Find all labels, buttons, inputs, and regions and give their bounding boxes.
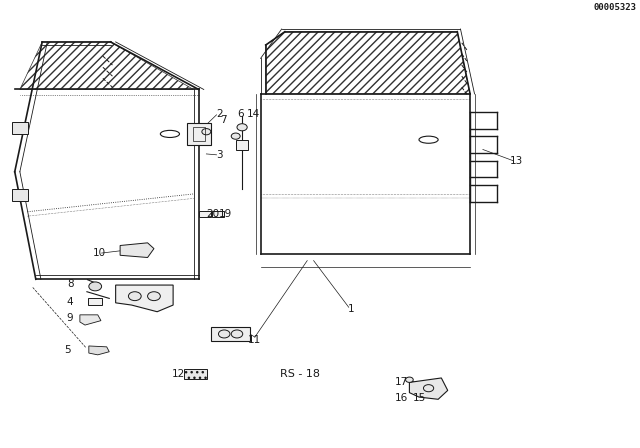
Text: 6: 6	[237, 109, 244, 119]
Polygon shape	[88, 298, 102, 305]
Text: 7: 7	[220, 115, 227, 125]
Polygon shape	[116, 285, 173, 312]
Text: 12: 12	[172, 369, 185, 379]
Polygon shape	[236, 140, 248, 150]
Circle shape	[231, 330, 243, 338]
Circle shape	[406, 377, 413, 383]
Circle shape	[202, 129, 211, 135]
Text: 00005323: 00005323	[593, 3, 636, 12]
Circle shape	[237, 124, 247, 131]
Text: 4: 4	[67, 297, 73, 306]
Polygon shape	[120, 243, 154, 258]
Circle shape	[231, 133, 240, 139]
Text: 3: 3	[216, 150, 223, 160]
Polygon shape	[211, 327, 250, 340]
Text: RS - 18: RS - 18	[280, 369, 319, 379]
Bar	[12, 189, 28, 201]
Polygon shape	[266, 32, 470, 94]
Circle shape	[218, 330, 230, 338]
Text: 17: 17	[395, 376, 408, 387]
Circle shape	[148, 292, 161, 301]
Polygon shape	[199, 211, 211, 217]
Circle shape	[89, 282, 102, 291]
Text: 10: 10	[93, 248, 106, 258]
Text: 15: 15	[412, 392, 426, 402]
Polygon shape	[184, 369, 207, 379]
Text: 11: 11	[248, 335, 262, 345]
Polygon shape	[410, 378, 448, 399]
Polygon shape	[186, 123, 211, 145]
Text: 20: 20	[206, 209, 220, 219]
Text: 2: 2	[216, 109, 223, 119]
Text: 13: 13	[510, 155, 524, 166]
Text: 8: 8	[68, 279, 74, 289]
Text: 5: 5	[65, 345, 71, 354]
Text: 19: 19	[219, 209, 232, 219]
Bar	[12, 122, 28, 134]
Polygon shape	[212, 211, 223, 217]
Text: 14: 14	[247, 109, 260, 119]
Circle shape	[424, 385, 434, 392]
Text: 1: 1	[348, 304, 354, 314]
Polygon shape	[20, 42, 193, 90]
Polygon shape	[80, 315, 101, 325]
Text: 16: 16	[395, 392, 408, 402]
Polygon shape	[89, 346, 109, 355]
Circle shape	[129, 292, 141, 301]
Text: 9: 9	[67, 314, 73, 323]
